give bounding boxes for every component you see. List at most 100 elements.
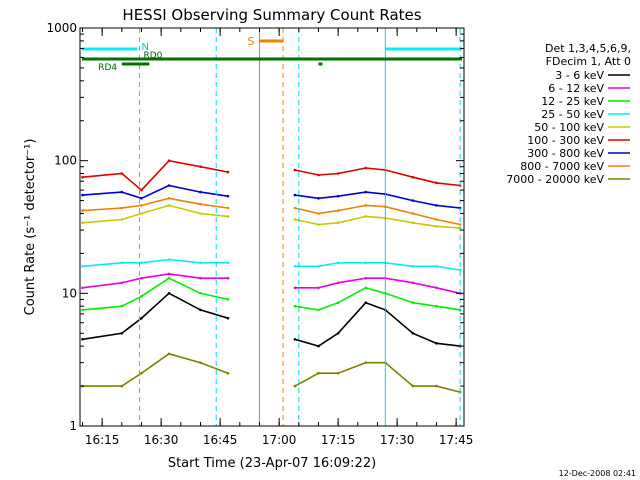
series-point xyxy=(411,199,415,202)
series-point xyxy=(293,384,297,388)
series-point xyxy=(167,258,171,261)
series-point xyxy=(411,175,415,179)
series-point xyxy=(435,304,438,308)
series-line xyxy=(294,204,461,226)
legend-entry-label: 800 - 7000 keV xyxy=(520,160,604,173)
x-tick-label: 17:15 xyxy=(321,433,356,447)
series-point xyxy=(336,194,340,198)
series-point xyxy=(199,212,202,215)
series-layer xyxy=(81,159,462,394)
series-point xyxy=(364,361,368,365)
series-point xyxy=(120,261,124,265)
series-line xyxy=(294,167,461,187)
series-6 xyxy=(81,184,462,210)
series-point xyxy=(167,272,171,276)
series-point xyxy=(411,221,415,225)
series-line xyxy=(82,277,229,311)
plot-frame xyxy=(79,27,465,427)
legend-entry-label: 7000 - 20000 keV xyxy=(506,173,604,186)
saa-label: S xyxy=(247,35,254,48)
legend-title-line: FDecim 1, Att 0 xyxy=(546,55,631,68)
series-point xyxy=(435,384,438,388)
y-tick-label: 100 xyxy=(54,154,77,168)
series-point xyxy=(199,261,202,265)
series-point xyxy=(140,316,143,320)
legend-entry-label: 6 - 12 keV xyxy=(548,82,604,95)
series-point xyxy=(226,316,230,320)
series-point xyxy=(81,175,84,179)
series-point xyxy=(120,332,124,335)
series-point xyxy=(81,193,84,197)
series-point xyxy=(458,268,462,272)
series-point xyxy=(140,371,143,375)
rd4-label: RD4 xyxy=(98,63,117,73)
axes-layer: 16:15 16:30 16:45 17:00 17:15 17:30 17:45 1 10 10… xyxy=(46,21,473,447)
series-line xyxy=(82,197,229,212)
series-point xyxy=(317,173,320,177)
series-point xyxy=(317,308,320,312)
series-point xyxy=(317,286,320,290)
series-point xyxy=(140,188,143,192)
series-point xyxy=(293,304,297,308)
series-point xyxy=(293,338,297,341)
series-point xyxy=(120,304,124,308)
series-point xyxy=(81,338,84,341)
series-point xyxy=(167,352,171,356)
series-point xyxy=(364,261,368,265)
series-point xyxy=(81,265,84,268)
series-point xyxy=(336,332,340,335)
series-point xyxy=(140,261,143,265)
series-line xyxy=(82,184,229,200)
series-point xyxy=(293,193,297,197)
series-line xyxy=(82,204,229,224)
series-1 xyxy=(81,272,462,295)
series-point xyxy=(140,212,143,215)
y-tick-label: 1 xyxy=(69,419,77,433)
series-point xyxy=(81,209,84,212)
series-line xyxy=(82,159,229,192)
series-4 xyxy=(81,204,462,230)
footer-date: 12-Dec-2008 02:41 xyxy=(559,469,636,478)
series-point xyxy=(336,281,340,285)
series-point xyxy=(167,292,171,295)
series-point xyxy=(317,344,320,348)
series-point xyxy=(435,342,438,345)
series-point xyxy=(226,298,230,301)
series-point xyxy=(293,206,297,210)
series-point xyxy=(81,286,84,290)
series-point xyxy=(411,332,415,335)
x-axis-label: Start Time (23-Apr-07 16:09:22) xyxy=(168,456,376,471)
series-point xyxy=(411,384,415,388)
series-point xyxy=(411,265,415,268)
x-tick-label: 16:15 xyxy=(85,433,120,447)
series-point xyxy=(411,301,415,305)
series-line xyxy=(294,277,461,295)
series-point xyxy=(336,261,340,265)
series-point xyxy=(293,265,297,268)
series-point xyxy=(293,218,297,221)
night-label: N xyxy=(141,42,148,53)
series-line xyxy=(294,301,461,347)
series-line xyxy=(82,258,228,268)
legend-entry-label: 50 - 100 keV xyxy=(534,121,604,134)
series-point xyxy=(435,265,438,268)
series-point xyxy=(336,209,340,212)
chart-title: HESSI Observing Summary Count Rates xyxy=(122,6,421,24)
series-point xyxy=(317,197,320,200)
series-point xyxy=(435,181,438,185)
series-point xyxy=(120,172,124,175)
series-point xyxy=(199,361,202,365)
x-tick-label: 17:30 xyxy=(380,433,415,447)
series-point xyxy=(226,170,230,174)
x-tick-label: 16:30 xyxy=(144,433,179,447)
series-line xyxy=(82,352,229,387)
series-point xyxy=(81,308,84,312)
series-point xyxy=(167,159,171,162)
series-point xyxy=(435,225,438,228)
series-point xyxy=(435,286,438,290)
series-point xyxy=(226,215,230,218)
series-point xyxy=(120,218,124,221)
series-point xyxy=(458,223,462,226)
